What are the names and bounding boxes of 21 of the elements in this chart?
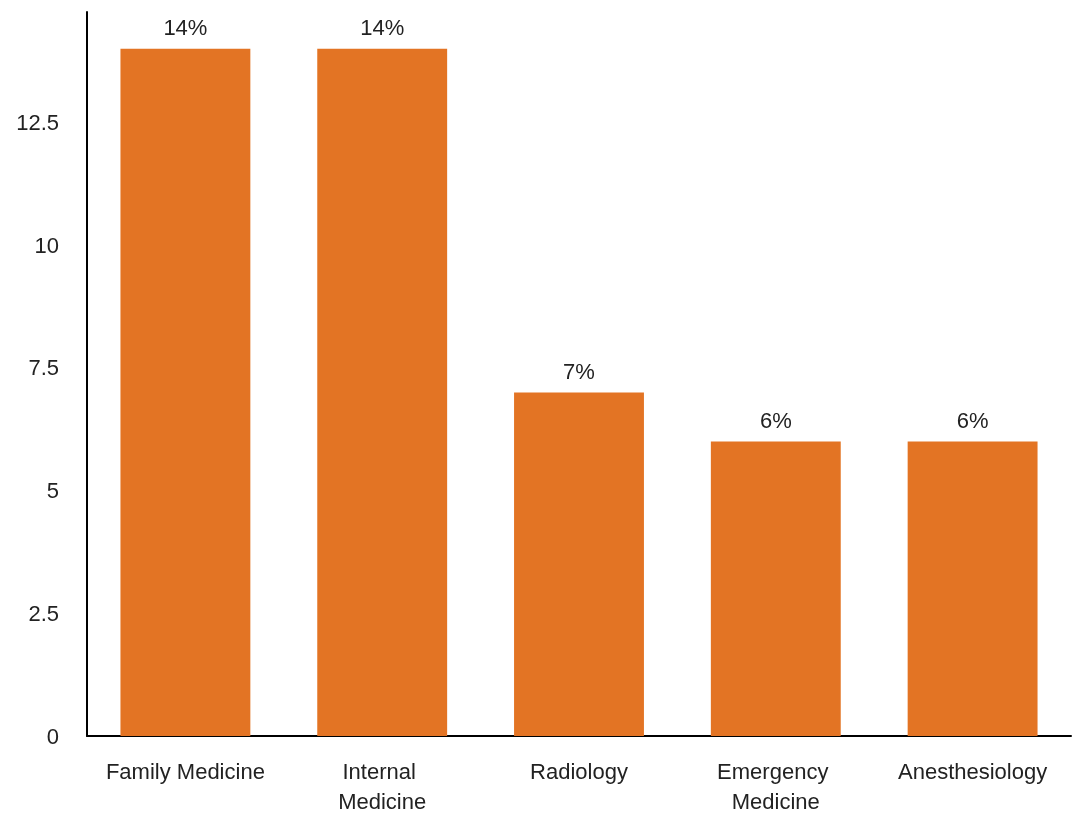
x-tick-label: Radiology	[530, 758, 628, 784]
bar	[907, 441, 1038, 736]
bar	[514, 392, 644, 736]
x-tick-label: Anesthesiology	[897, 758, 1048, 784]
bar	[317, 48, 448, 736]
y-tick-label: 7.5	[28, 355, 59, 381]
x-tick-label: Family Medicine	[105, 758, 265, 784]
data-label: 6%	[956, 407, 989, 433]
y-tick-label: 2.5	[28, 600, 59, 626]
x-tick-label: Emergency Medicine	[717, 758, 835, 814]
bar	[710, 441, 841, 736]
x-tick-label: Internal Medicine	[338, 758, 427, 814]
y-tick-label: 12.5	[16, 109, 59, 135]
data-label: 14%	[360, 15, 405, 41]
y-tick-label: 5	[46, 478, 59, 504]
data-label: 6%	[759, 407, 792, 433]
y-tick-label: 0	[46, 723, 59, 749]
bar	[120, 48, 251, 736]
y-tick-label: 10	[34, 232, 59, 258]
data-label: 7%	[563, 358, 595, 384]
data-label: 14%	[163, 15, 208, 41]
